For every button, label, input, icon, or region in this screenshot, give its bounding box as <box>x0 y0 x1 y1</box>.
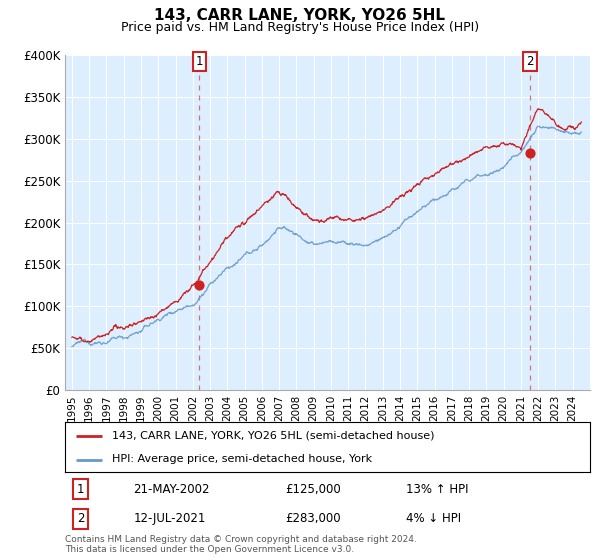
Text: 4% ↓ HPI: 4% ↓ HPI <box>406 512 461 525</box>
Text: 143, CARR LANE, YORK, YO26 5HL: 143, CARR LANE, YORK, YO26 5HL <box>155 8 445 24</box>
Text: Contains HM Land Registry data © Crown copyright and database right 2024.
This d: Contains HM Land Registry data © Crown c… <box>65 535 417 554</box>
Text: 13% ↑ HPI: 13% ↑ HPI <box>406 483 469 496</box>
Text: 21-MAY-2002: 21-MAY-2002 <box>133 483 210 496</box>
Text: Price paid vs. HM Land Registry's House Price Index (HPI): Price paid vs. HM Land Registry's House … <box>121 21 479 34</box>
Text: 2: 2 <box>77 512 85 525</box>
Point <box>194 281 204 290</box>
Text: £125,000: £125,000 <box>286 483 341 496</box>
Text: HPI: Average price, semi-detached house, York: HPI: Average price, semi-detached house,… <box>112 455 373 464</box>
Text: 1: 1 <box>77 483 85 496</box>
Text: 12-JUL-2021: 12-JUL-2021 <box>133 512 206 525</box>
Text: 1: 1 <box>196 55 203 68</box>
Text: 143, CARR LANE, YORK, YO26 5HL (semi-detached house): 143, CARR LANE, YORK, YO26 5HL (semi-det… <box>112 431 435 441</box>
Text: 2: 2 <box>526 55 534 68</box>
Point <box>525 148 535 157</box>
Text: £283,000: £283,000 <box>286 512 341 525</box>
